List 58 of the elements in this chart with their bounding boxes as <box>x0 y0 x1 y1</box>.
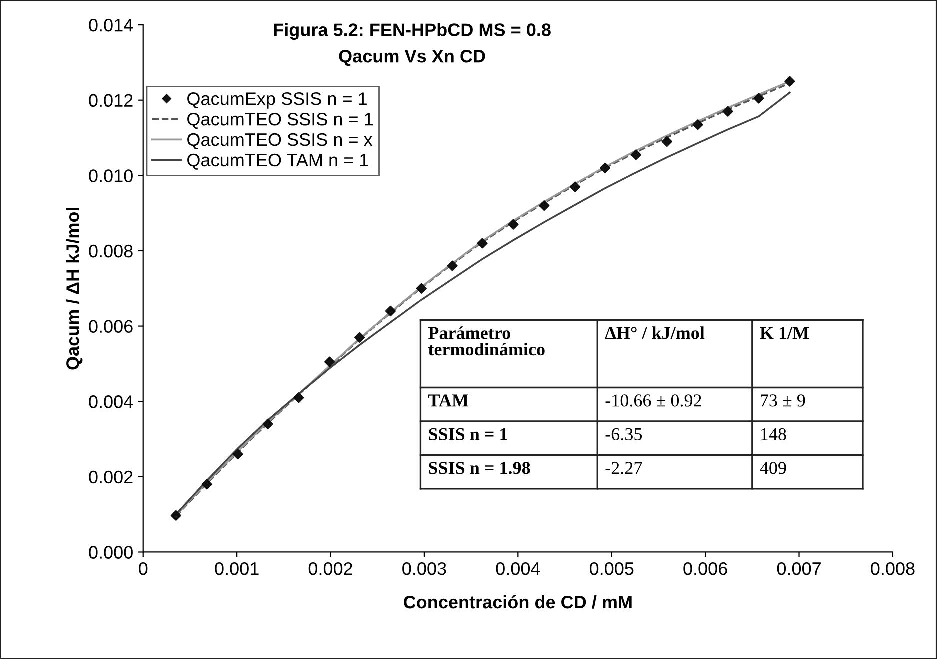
chart-title: Figura 5.2: FEN-HPbCD MS = 0.8 <box>274 23 551 40</box>
annotation: 148 <box>761 428 786 441</box>
x-tick-label: 0.008 <box>871 562 915 576</box>
x-tick-label: 0.006 <box>684 562 728 576</box>
point <box>600 162 611 174</box>
annotation: 73 ± 9 <box>761 394 806 407</box>
point <box>630 150 642 160</box>
point <box>662 136 672 148</box>
annotation: -10.66 ± 0.92 <box>606 394 702 407</box>
point <box>570 182 581 192</box>
legend-label: QacumExp SSIS n = 1 <box>188 92 367 109</box>
point <box>262 418 274 430</box>
point <box>202 479 212 490</box>
x-tick-label: 0 <box>139 562 148 576</box>
y-tick-label: 0.004 <box>89 396 134 408</box>
x-tick-label: 0.005 <box>590 562 634 576</box>
x-tick-label: 0.007 <box>777 562 821 576</box>
annotation: 409 <box>760 462 786 474</box>
x-tick-label: 0.003 <box>402 562 446 576</box>
annotation: -6.35 <box>606 428 642 441</box>
y-tick-label: 0.002 <box>89 470 133 484</box>
y-tick-label: 0.010 <box>89 170 133 182</box>
point <box>416 283 427 294</box>
y-tick-label: 0.000 <box>89 546 133 559</box>
point <box>784 76 796 87</box>
y-tick-label: 0.006 <box>89 320 133 334</box>
point <box>354 332 366 343</box>
annotation: ΔH° / kJ/mol <box>605 326 705 340</box>
point <box>170 510 182 522</box>
y-tick-label: 0.008 <box>89 244 133 258</box>
point <box>294 392 304 404</box>
legend-label: QacumTEO SSIS n = x <box>188 133 373 150</box>
annotation: K 1/M <box>760 327 810 340</box>
annotation: -2.27 <box>606 462 642 474</box>
point <box>722 106 734 117</box>
x-tick-label: 0.002 <box>308 562 352 576</box>
point <box>447 260 458 272</box>
text: Qacum Vs Xn CD <box>339 50 486 66</box>
legend-label: QacumTEO TAM n = 1 <box>188 154 368 170</box>
x-tick-label: 0.004 <box>496 562 540 576</box>
y-tick-label: 0.014 <box>89 18 134 32</box>
point <box>477 238 488 249</box>
annotation: SSIS n = 1 <box>429 428 508 441</box>
annotation: SSIS n = 1.98 <box>429 462 530 474</box>
point <box>385 306 396 317</box>
point <box>232 449 244 460</box>
point <box>508 219 519 230</box>
point <box>692 120 704 130</box>
point <box>539 200 550 212</box>
annotation: Parámetro termodinámico <box>428 326 545 356</box>
point <box>754 93 764 104</box>
point <box>324 356 336 368</box>
legend-label: QacumTEO SSIS n = 1 <box>188 112 373 129</box>
annotation: TAM <box>428 394 468 407</box>
y-axis-title: Qacum / ΔH kJ/mol <box>66 208 83 370</box>
x-tick-label: 0.001 <box>215 562 259 576</box>
y-tick-label: 0.012 <box>89 94 133 108</box>
x-axis-title: Concentración de CD / mM <box>404 595 632 609</box>
